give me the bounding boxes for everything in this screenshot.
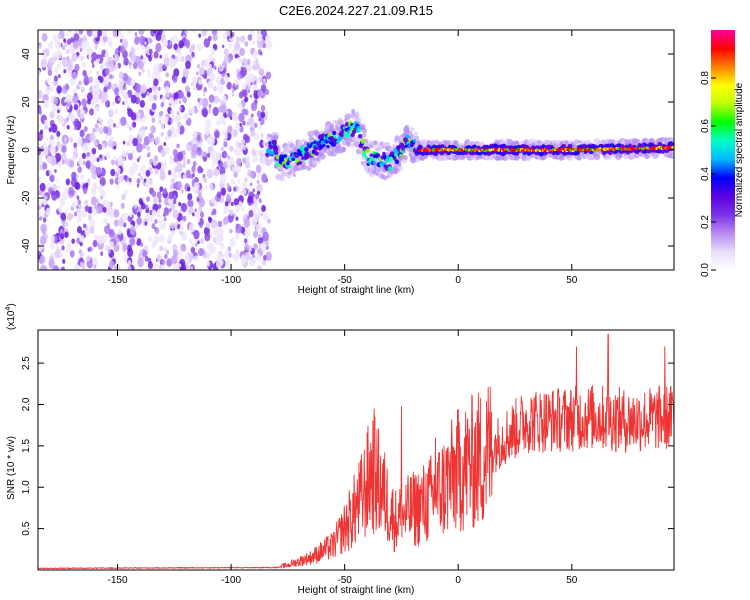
spectrogram-x-ticks: -150 -100 -50 0 50 (107, 30, 578, 286)
colorbar-gradient (711, 30, 735, 270)
snr-frame (37, 329, 675, 571)
snr-series (38, 333, 674, 570)
snr-x-tick-label: -150 (107, 575, 127, 586)
snr-x-tick-label: -50 (337, 575, 352, 586)
spectrogram-x-tick-label: 0 (455, 275, 461, 286)
colorbar-tick-label: 0.6 (700, 119, 711, 133)
spectrogram-y-tick-label: 20 (21, 96, 32, 108)
spectrogram-x-tick-label: -150 (107, 275, 127, 286)
snr-y-tick-label: 2.0 (21, 397, 32, 411)
spectrogram-x-label: Height of straight line (km) (298, 285, 415, 296)
colorbar-tick-label: 0.2 (700, 215, 711, 229)
snr-panel: -150 -100 -50 0 50 0.5 1.0 1.5 2.0 2.5 (x104) He… (5, 303, 675, 596)
spectrogram-y-tick-label: -40 (21, 238, 32, 253)
spectrogram-panel: -150 -100 -50 0 50 -40 -20 0 20 40 Height of str… (6, 29, 675, 296)
snr-x-tick-label: -100 (221, 575, 241, 586)
colorbar: 0.0 0.2 0.4 0.6 0.8 Normalized spectral ampl… (700, 30, 745, 277)
snr-x-tick-label: 50 (566, 575, 578, 586)
snr-x-tick-label: 0 (455, 575, 461, 586)
colorbar-ticks: 0.0 0.2 0.4 0.6 0.8 (700, 71, 716, 277)
spectrogram-y-ticks: -40 -20 0 20 40 (21, 48, 674, 253)
snr-y-tick-label: 0.5 (21, 521, 32, 535)
colorbar-tick-label: 0.4 (700, 167, 711, 181)
snr-y-tick-label: 2.5 (21, 356, 32, 370)
spectrogram-image (38, 30, 674, 270)
spectrogram-y-tick-label: 0 (21, 147, 32, 153)
snr-y-label: SNR (10 * v/v) (6, 436, 17, 500)
snr-x-label: Height of straight line (km) (298, 585, 415, 596)
spectrogram-y-label: Frequency (Hz) (6, 116, 17, 185)
colorbar-tick-label: 0.0 (700, 263, 711, 277)
snr-x-ticks: -150 -100 -50 0 50 (107, 330, 578, 586)
snr-line (38, 333, 674, 570)
snr-y-ticks: 0.5 1.0 1.5 2.0 2.5 (21, 356, 674, 536)
colorbar-tick-label: 0.8 (700, 71, 711, 85)
chart-title: C2E6.2024.227.21.09.R15 (279, 3, 433, 18)
snr-y-tick-label: 1.5 (21, 438, 32, 452)
spectrogram-x-tick-label: 50 (566, 275, 578, 286)
snr-multiplier: (x104) (5, 303, 17, 330)
colorbar-label: Normalized spectral amplitude (734, 82, 745, 217)
spectrogram-y-tick-label: 40 (21, 48, 32, 60)
spectrogram-x-tick-label: -100 (221, 275, 241, 286)
spectrogram-y-tick-label: -20 (21, 190, 32, 205)
snr-y-tick-label: 1.0 (21, 480, 32, 494)
spectrogram-x-tick-label: -50 (337, 275, 352, 286)
